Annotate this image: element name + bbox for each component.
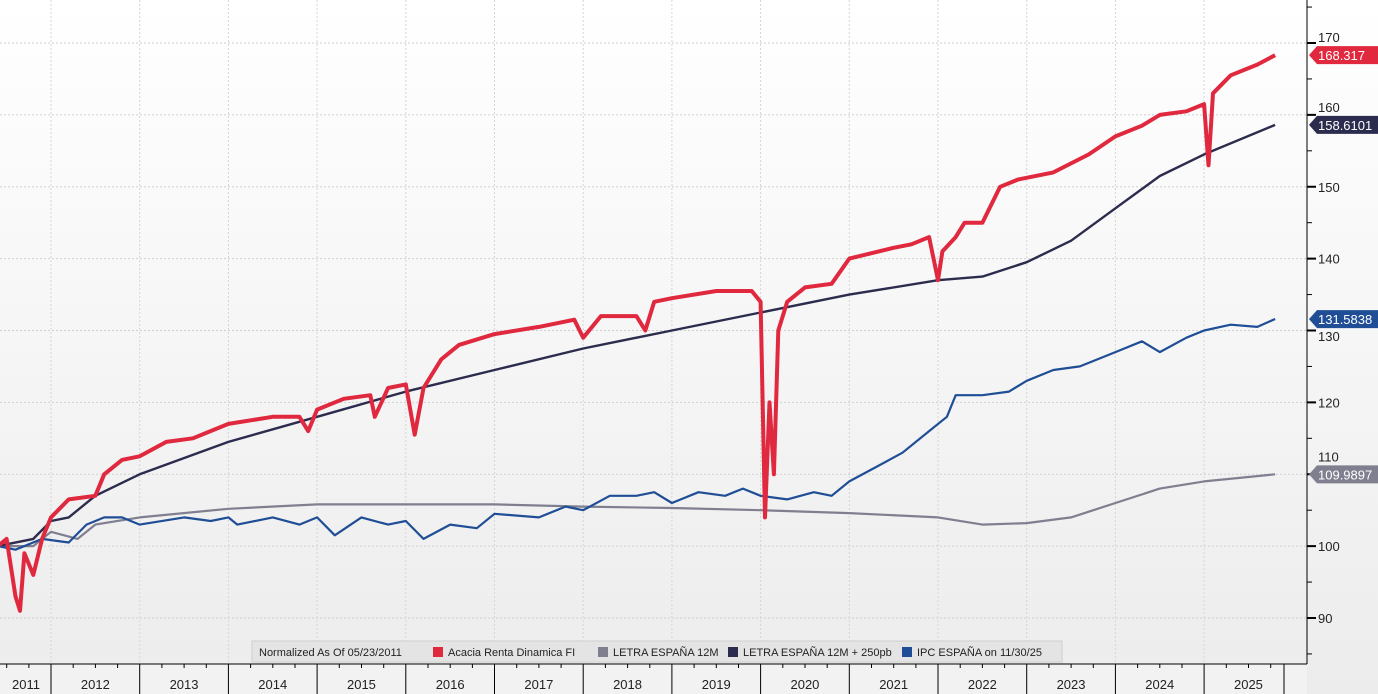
x-tick-label: 2025 <box>1234 677 1263 692</box>
x-tick-label: 2019 <box>702 677 731 692</box>
legend-entry: LETRA ESPAÑA 12M + 250pb <box>743 646 892 659</box>
y-tick-label: 110 <box>1318 449 1339 464</box>
series-line-letra-espa-a-12m <box>0 473 1276 548</box>
x-tick-label: 2023 <box>1057 677 1086 692</box>
series-line-letra-espa-a-12m-250pb <box>0 123 1276 547</box>
x-tick-label: 2013 <box>170 677 199 692</box>
last-value-label: 131.5838 <box>1318 312 1372 327</box>
y-tick-label: 160 <box>1318 100 1340 115</box>
x-tick-label: 2021 <box>879 677 908 692</box>
last-value-tag <box>1309 310 1378 329</box>
x-tick-label: 2017 <box>524 677 553 692</box>
x-axis-band <box>0 664 1307 694</box>
x-tick-label: 2022 <box>968 677 997 692</box>
last-value-tag <box>1309 115 1378 134</box>
legend-swatch <box>902 647 912 657</box>
last-value-tag <box>1309 465 1378 484</box>
legend-entry: LETRA ESPAÑA 12M <box>613 646 719 659</box>
last-value-tag <box>1309 46 1378 65</box>
legend-swatch <box>728 647 738 657</box>
y-tick-label: 120 <box>1318 395 1340 410</box>
y-tick-label: 170 <box>1318 30 1340 45</box>
legend-entry: Acacia Renta Dinamica FI <box>448 647 575 659</box>
y-tick-label: 130 <box>1318 329 1340 344</box>
last-value-label: 168.317 <box>1318 48 1365 63</box>
x-tick-label: 2024 <box>1145 677 1174 692</box>
y-tick-label: 140 <box>1318 252 1340 267</box>
x-tick-label: 2016 <box>436 677 465 692</box>
legend-box <box>251 640 1063 663</box>
last-value-label: 158.6101 <box>1318 118 1372 133</box>
legend-swatch <box>433 647 443 657</box>
last-value-label: 109.9897 <box>1318 467 1372 482</box>
x-tick-label: 2015 <box>347 677 376 692</box>
x-tick-label: 2020 <box>790 677 819 692</box>
series-line-acacia-renta-dinamica-fi <box>0 53 1277 613</box>
y-tick-label: 100 <box>1318 539 1340 554</box>
series-line-ipc-espa-a-on-11-30-25 <box>0 317 1276 551</box>
legend-swatch <box>598 647 608 657</box>
x-tick-label: 2018 <box>613 677 642 692</box>
y-tick-label: 90 <box>1318 611 1332 626</box>
x-tick-label: 2014 <box>258 677 287 692</box>
legend-header: Normalized As Of 05/23/2011 <box>259 647 402 659</box>
y-tick-label: 150 <box>1318 180 1340 195</box>
x-tick-label: 2011 <box>12 677 40 692</box>
legend-entry: IPC ESPAÑA on 11/30/25 <box>917 646 1042 659</box>
x-tick-label: 2012 <box>81 677 110 692</box>
